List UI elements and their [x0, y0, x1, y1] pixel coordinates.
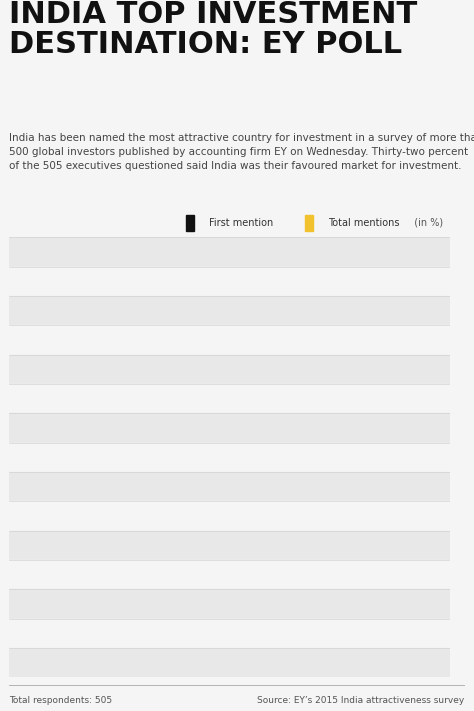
Bar	[199, 537, 210, 555]
Text: 4: 4	[216, 482, 223, 492]
Bar	[199, 449, 210, 466]
Bar	[199, 566, 210, 584]
Text: 3: 3	[212, 511, 219, 521]
Bar	[199, 302, 339, 319]
Text: 3: 3	[212, 394, 219, 404]
Bar	[9, 237, 450, 267]
Text: 15: 15	[256, 277, 271, 287]
Bar	[9, 326, 450, 355]
Bar	[199, 360, 277, 378]
Bar	[199, 360, 236, 378]
Bar	[199, 654, 207, 672]
Text: 12: 12	[245, 452, 260, 462]
Text: 2: 2	[208, 658, 216, 668]
Bar	[199, 419, 214, 437]
Bar	[9, 501, 450, 531]
Text: 6: 6	[223, 599, 230, 609]
Text: First mention: First mention	[209, 218, 273, 228]
Bar	[199, 595, 221, 613]
Text: 18: 18	[267, 394, 282, 404]
Bar	[199, 413, 450, 443]
Bar	[186, 215, 194, 230]
Text: Source: EY’s 2015 India attractiveness survey: Source: EY’s 2015 India attractiveness s…	[257, 696, 465, 705]
Bar	[9, 413, 450, 443]
Bar	[199, 478, 214, 496]
Bar	[9, 384, 450, 413]
Bar	[199, 243, 421, 261]
Bar	[199, 272, 373, 290]
Bar	[199, 331, 299, 349]
Text: 1: 1	[205, 629, 212, 638]
Text: India has been named the most attractive country for investment in a survey of m: India has been named the most attractive…	[9, 134, 474, 171]
Bar	[199, 589, 450, 619]
Text: 17: 17	[264, 423, 278, 433]
Bar	[199, 272, 255, 290]
Bar	[199, 326, 450, 355]
Text: INDIA TOP INVESTMENT
DESTINATION: EY POLL: INDIA TOP INVESTMENT DESTINATION: EY POL…	[9, 0, 418, 59]
Bar	[199, 508, 210, 525]
Bar	[9, 443, 450, 472]
Bar	[9, 648, 450, 678]
Text: 11: 11	[242, 482, 256, 492]
Bar	[199, 302, 244, 319]
Bar	[9, 267, 450, 296]
Text: 9: 9	[234, 570, 241, 579]
Bar	[9, 472, 450, 501]
Bar	[9, 355, 450, 384]
Bar	[199, 296, 450, 326]
Bar	[199, 508, 236, 525]
Bar	[199, 619, 450, 648]
Text: Total respondents: 505: Total respondents: 505	[9, 696, 113, 705]
Text: 1: 1	[205, 599, 212, 609]
Bar	[199, 449, 244, 466]
Text: 10: 10	[238, 511, 252, 521]
Text: 5: 5	[219, 335, 227, 345]
Bar	[9, 589, 450, 619]
Bar	[199, 501, 450, 531]
Bar	[199, 390, 265, 407]
Text: 3: 3	[212, 452, 219, 462]
Text: 27: 27	[301, 335, 315, 345]
Bar	[199, 390, 210, 407]
Bar	[199, 566, 232, 584]
Text: 21: 21	[279, 365, 293, 375]
Text: 10: 10	[238, 365, 252, 375]
Bar	[9, 560, 450, 589]
Text: 47: 47	[374, 277, 389, 287]
Bar	[199, 237, 450, 267]
Text: 38: 38	[341, 306, 356, 316]
Bar	[199, 419, 262, 437]
Bar	[199, 625, 203, 642]
Bar	[9, 296, 450, 326]
Bar	[9, 531, 450, 560]
Bar	[199, 243, 317, 261]
Text: 1: 1	[205, 629, 212, 638]
Bar	[199, 331, 218, 349]
Bar	[199, 355, 450, 384]
Text: 4: 4	[216, 423, 223, 433]
Bar	[199, 560, 450, 589]
Text: 9: 9	[234, 540, 241, 550]
Text: 3: 3	[212, 570, 219, 579]
Bar	[199, 384, 450, 413]
Text: Total mentions: Total mentions	[328, 218, 399, 228]
Bar	[199, 531, 450, 560]
Text: 12: 12	[245, 306, 260, 316]
Text: (in %): (in %)	[409, 218, 444, 228]
Bar	[199, 472, 450, 501]
Bar	[199, 267, 450, 296]
Bar	[199, 537, 232, 555]
Text: 32: 32	[319, 247, 334, 257]
Bar	[199, 595, 203, 613]
Bar	[199, 625, 203, 642]
Text: 60: 60	[423, 247, 437, 257]
Bar	[199, 648, 450, 678]
Bar	[9, 619, 450, 648]
Bar	[199, 478, 240, 496]
Bar	[305, 215, 313, 230]
Bar	[199, 443, 450, 472]
Text: 3: 3	[212, 540, 219, 550]
